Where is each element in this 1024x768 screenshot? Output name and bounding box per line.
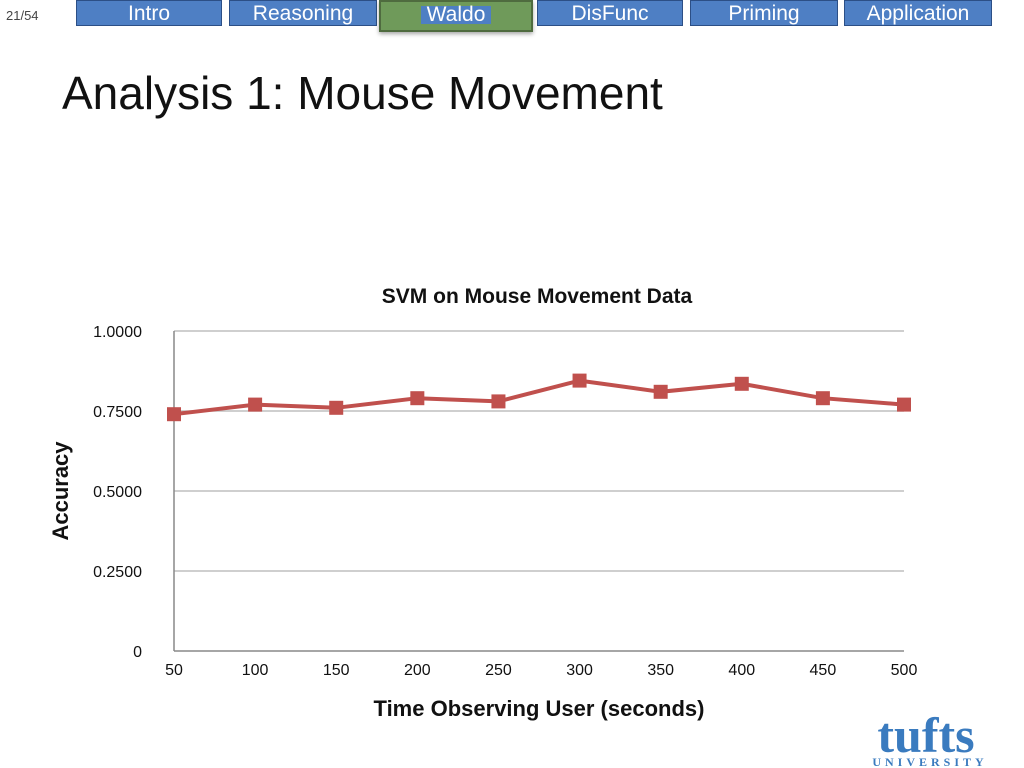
x-tick-label: 450 <box>810 662 837 679</box>
y-tick-label: 0 <box>133 644 142 661</box>
data-point-marker <box>897 397 911 412</box>
slide-number: 21/54 <box>6 8 39 23</box>
nav-tab-reasoning[interactable]: Reasoning <box>229 0 377 26</box>
y-tick-label: 1.0000 <box>93 324 142 341</box>
logo-wordmark: tufts <box>877 707 974 763</box>
x-tick-label: 200 <box>404 662 431 679</box>
data-point-marker <box>572 373 587 388</box>
data-point-marker <box>167 407 181 422</box>
nav-tab-waldo[interactable]: Waldo <box>379 0 533 32</box>
chart-title: SVM on Mouse Movement Data <box>382 285 693 308</box>
nav-tab-application[interactable]: Application <box>844 0 992 26</box>
series-line-accuracy <box>173 378 905 417</box>
data-point-marker <box>491 394 506 409</box>
logo-subtext: UNIVERSITY <box>872 755 987 768</box>
x-tick-label: 50 <box>165 662 183 679</box>
data-point-marker <box>329 400 344 415</box>
data-point-marker <box>248 397 263 412</box>
nav-tab-intro[interactable]: Intro <box>76 0 222 26</box>
data-point-marker <box>815 391 830 406</box>
x-axis-label: Time Observing User (seconds) <box>374 696 705 721</box>
series-markers <box>167 373 911 422</box>
nav-tab-disfunc[interactable]: DisFunc <box>537 0 683 26</box>
x-tick-label: 400 <box>728 662 755 679</box>
y-tick-label: 0.2500 <box>93 564 142 581</box>
section-nav: Intro Reasoning Waldo DisFunc Priming Ap… <box>0 0 1024 32</box>
slide-title: Analysis 1: Mouse Movement <box>62 67 663 119</box>
data-point-marker <box>410 391 425 406</box>
x-tick-label: 250 <box>485 662 512 679</box>
x-tick-label: 150 <box>323 662 350 679</box>
y-axis-ticks: 0 0.2500 0.5000 0.7500 1.0000 <box>93 324 142 661</box>
university-logo: tufts UNIVERSITY <box>872 707 987 768</box>
x-tick-label: 300 <box>566 662 593 679</box>
y-axis-label: Accuracy <box>48 441 73 541</box>
y-tick-label: 0.7500 <box>93 404 142 421</box>
y-tick-label: 0.5000 <box>93 484 142 501</box>
x-tick-label: 350 <box>647 662 674 679</box>
nav-tab-priming[interactable]: Priming <box>690 0 838 26</box>
data-point-marker <box>734 376 749 391</box>
x-tick-label: 100 <box>242 662 269 679</box>
accuracy-line-chart: SVM on Mouse Movement Data 0 0.2500 0.5000… <box>48 285 917 721</box>
x-tick-label: 500 <box>891 662 918 679</box>
chart-gridlines <box>174 330 904 572</box>
data-point-marker <box>653 384 668 399</box>
x-axis-ticks: 50 100 150 200 250 300 350 400 450 500 <box>165 662 917 679</box>
